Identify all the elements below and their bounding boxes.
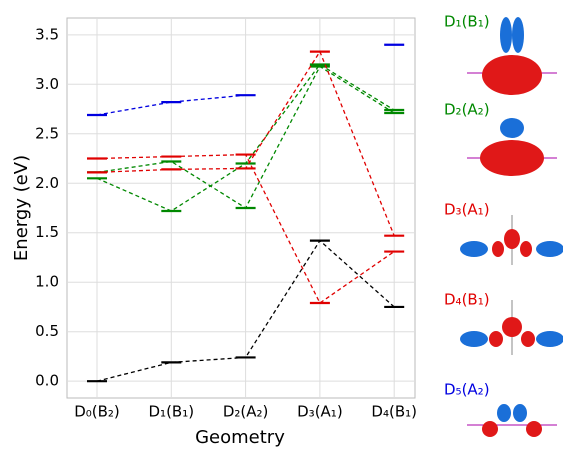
- x-tick-label: D₀(B₂): [74, 403, 120, 421]
- orbital-label: D₂(A₂): [444, 101, 490, 119]
- y-tick-label: 1.0: [35, 273, 59, 291]
- x-axis-label: Geometry: [195, 427, 285, 448]
- y-tick-label: 1.5: [35, 223, 59, 241]
- x-tick-label: D₃(A₁): [297, 403, 343, 421]
- y-tick-label: 3.5: [35, 25, 59, 43]
- x-tick-label: D₂(A₂): [223, 403, 269, 421]
- x-tick-label: D₄(B₁): [371, 403, 417, 421]
- y-tick-label: 3.0: [35, 75, 59, 93]
- orbital-label: D₅(A₂): [444, 381, 490, 399]
- orbital-image: [460, 215, 563, 265]
- chart: Geometry Energy (eV) 0.0 0.5 1.0 1.5 2.0 2.5 3…: [0, 0, 563, 451]
- y-tick-label: 0.0: [35, 372, 59, 390]
- orbital-image: [467, 404, 557, 437]
- orbital-image: [467, 118, 557, 176]
- orbital-label: D₁(B₁): [444, 13, 490, 31]
- y-tick-label: 2.5: [35, 124, 59, 142]
- y-axis-label: Energy (eV): [11, 155, 32, 261]
- orbital-images: [460, 17, 563, 437]
- orbital-label: D₄(B₁): [444, 291, 490, 309]
- y-tick-label: 2.0: [35, 174, 59, 192]
- y-tick-label: 0.5: [35, 322, 59, 340]
- x-tick-label: D₁(B₁): [149, 403, 195, 421]
- orbital-label: D₃(A₁): [444, 201, 490, 219]
